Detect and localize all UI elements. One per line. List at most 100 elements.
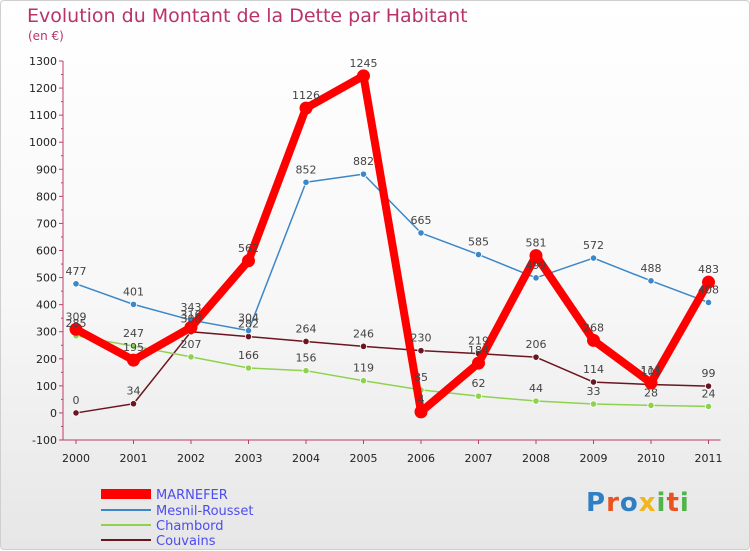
x-tick-label: 2002 [177,452,205,465]
logo-letter: t [666,488,680,518]
data-label: 247 [123,327,144,340]
series-line-mesnil-rousset [75,173,710,332]
legend-label: MARNEFER [156,488,228,503]
logo-letter: P [586,488,607,518]
data-label: 206 [526,338,547,351]
x-tick-label: 2010 [637,452,665,465]
data-point [529,249,543,263]
chart-title: Evolution du Montant de la Dette par Hab… [27,5,468,27]
data-point [589,378,598,386]
data-label: 34 [127,385,141,398]
y-tick-label: 1300 [29,55,57,68]
chart-subtitle: (en €) [28,29,64,43]
data-point [532,274,540,282]
y-tick-label: 1100 [29,109,57,122]
data-point [647,277,655,285]
x-tick-label: 2000 [62,452,90,465]
data-label: 401 [123,285,144,298]
x-tick-label: 2003 [235,452,263,465]
data-label: 28 [644,386,658,399]
y-tick-label: 900 [36,163,57,176]
x-tick-label: 2008 [522,452,550,465]
data-label: 282 [238,318,259,331]
data-point [244,364,253,372]
data-point [184,320,198,334]
data-label: 33 [587,385,601,398]
data-point [414,405,428,419]
data-point [474,250,483,259]
data-point [187,353,195,361]
data-label: 882 [353,155,374,168]
logo-letter: o [619,488,639,518]
data-label: 488 [641,262,662,275]
data-label: 44 [529,382,543,395]
data-point [72,280,80,288]
data-point [647,401,655,409]
data-label: 207 [181,338,202,351]
logo-letter: i [679,488,690,518]
data-point [129,300,138,308]
data-point [704,382,713,390]
data-point [587,333,600,347]
x-tick-label: 2011 [695,452,723,465]
data-point [472,356,485,370]
series-line-marnefer [72,71,713,416]
data-label: 246 [353,327,374,340]
data-label: 105 [641,366,662,379]
series-line-chambord [75,335,710,408]
y-tick-label: 100 [36,380,57,393]
data-label: 285 [66,317,87,330]
data-label: 24 [702,387,716,400]
data-point [589,254,598,262]
y-tick-label: 400 [36,299,57,312]
data-label: 166 [238,349,259,362]
data-point [302,178,310,186]
y-tick-label: 700 [36,217,57,230]
data-label: 581 [526,237,547,250]
y-tick-label: 1000 [29,136,57,149]
y-tick-label: 500 [36,272,57,285]
logo-letter: i [656,488,667,518]
data-label: 343 [181,301,202,314]
data-label: 0 [73,394,80,407]
data-point [244,327,253,335]
data-point [72,409,80,417]
proxiti-logo: Proxiti [586,488,690,518]
data-point [69,322,83,336]
data-label: 499 [526,259,547,272]
data-label: 184 [468,344,489,357]
data-label: 230 [411,332,432,345]
legend-label: Couvains [156,534,216,549]
legend-label: Mesnil-Rousset [156,504,253,519]
data-label: 408 [698,283,719,296]
data-label: 572 [583,239,604,252]
y-tick-label: 1200 [29,82,57,95]
x-tick-label: 2004 [292,452,320,465]
data-point [359,170,368,178]
data-label: 300 [181,313,202,326]
data-label: 585 [468,236,489,249]
data-point [302,337,310,346]
data-point [532,353,540,361]
data-point [357,69,370,83]
data-label: 85 [414,371,428,384]
data-label: 99 [702,367,716,380]
data-label: 114 [583,363,604,376]
data-label: 304 [238,312,259,325]
data-point [644,376,658,390]
x-tick-label: 2005 [350,452,378,465]
data-label: 156 [296,352,317,365]
data-point [702,275,715,289]
data-point [299,101,313,115]
data-label: 4 [418,393,425,406]
y-tick-label: 200 [36,353,57,366]
data-label: 665 [411,214,432,227]
data-point [532,397,540,405]
data-point [417,347,425,355]
data-label: 195 [123,341,144,354]
data-point [704,402,713,411]
data-point [244,332,253,341]
data-point [359,377,368,385]
data-point [129,400,138,408]
